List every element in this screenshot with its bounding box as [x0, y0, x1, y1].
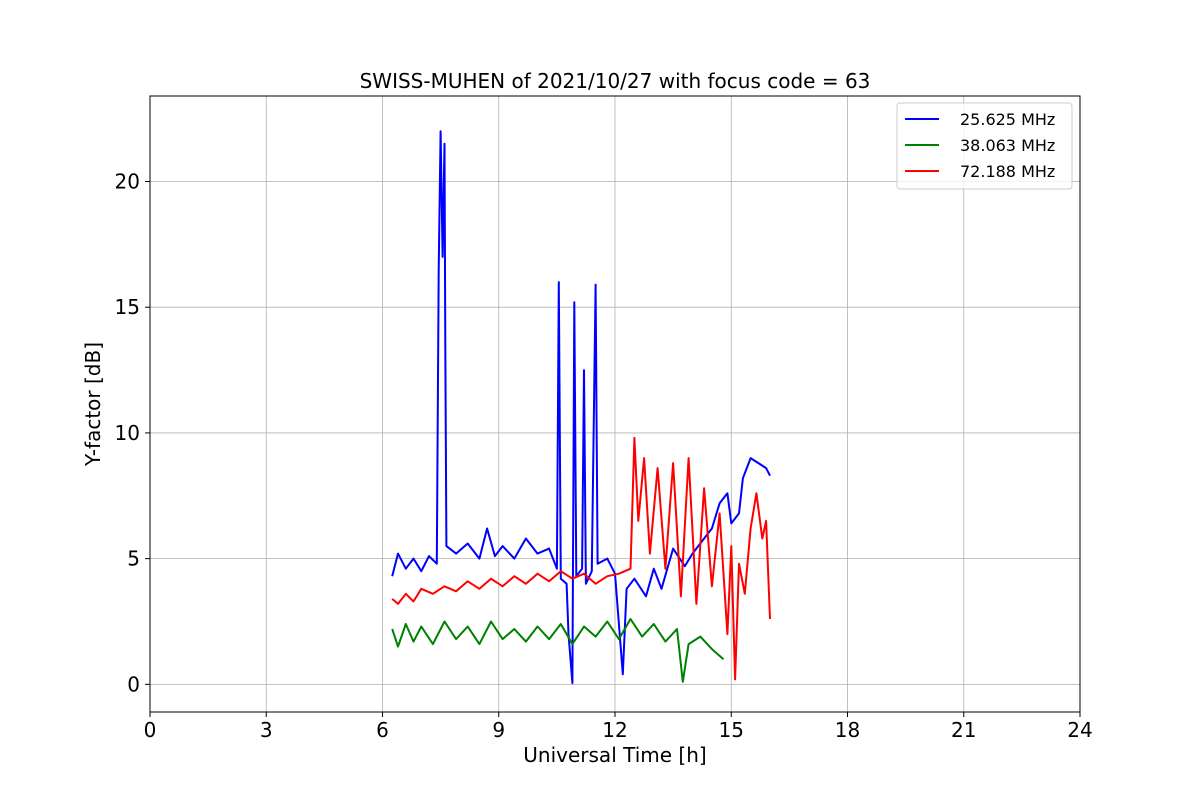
y-tick-label: 0	[127, 672, 140, 696]
x-tick-label: 3	[260, 718, 273, 742]
legend-box	[896, 102, 1073, 190]
y-axis-label: Y-factor [dB]	[81, 342, 105, 467]
y-tick-label: 20	[115, 169, 140, 193]
y-tick-label: 15	[115, 295, 140, 319]
x-tick-label: 6	[376, 718, 389, 742]
x-tick-label: 0	[144, 718, 157, 742]
legend-label: 25.625 MHz	[960, 110, 1055, 129]
x-tick-label: 12	[602, 718, 627, 742]
x-tick-label: 9	[492, 718, 505, 742]
series-line-3	[391, 436, 771, 681]
series-line-1	[391, 130, 771, 685]
legend-label: 38.063 MHz	[960, 136, 1055, 155]
legend-label: 72.188 MHz	[960, 162, 1055, 181]
x-tick-label: 18	[835, 718, 860, 742]
x-tick-label: 21	[951, 718, 976, 742]
legend: 25.625 MHz 38.063 MHz 72.188 MHz	[896, 102, 1073, 190]
x-tick-label: 24	[1067, 718, 1092, 742]
ticks: 0 3 6 9 12 15 18 21 24 0 5 10 15 20	[115, 169, 1093, 742]
y-tick-label: 10	[115, 421, 140, 445]
plot-area	[391, 130, 771, 685]
x-axis-label: Universal Time [h]	[523, 743, 706, 767]
chart-title: SWISS-MUHEN of 2021/10/27 with focus cod…	[360, 69, 871, 93]
x-tick-label: 15	[719, 718, 744, 742]
y-tick-label: 5	[127, 547, 140, 571]
series-line-2	[391, 618, 725, 683]
